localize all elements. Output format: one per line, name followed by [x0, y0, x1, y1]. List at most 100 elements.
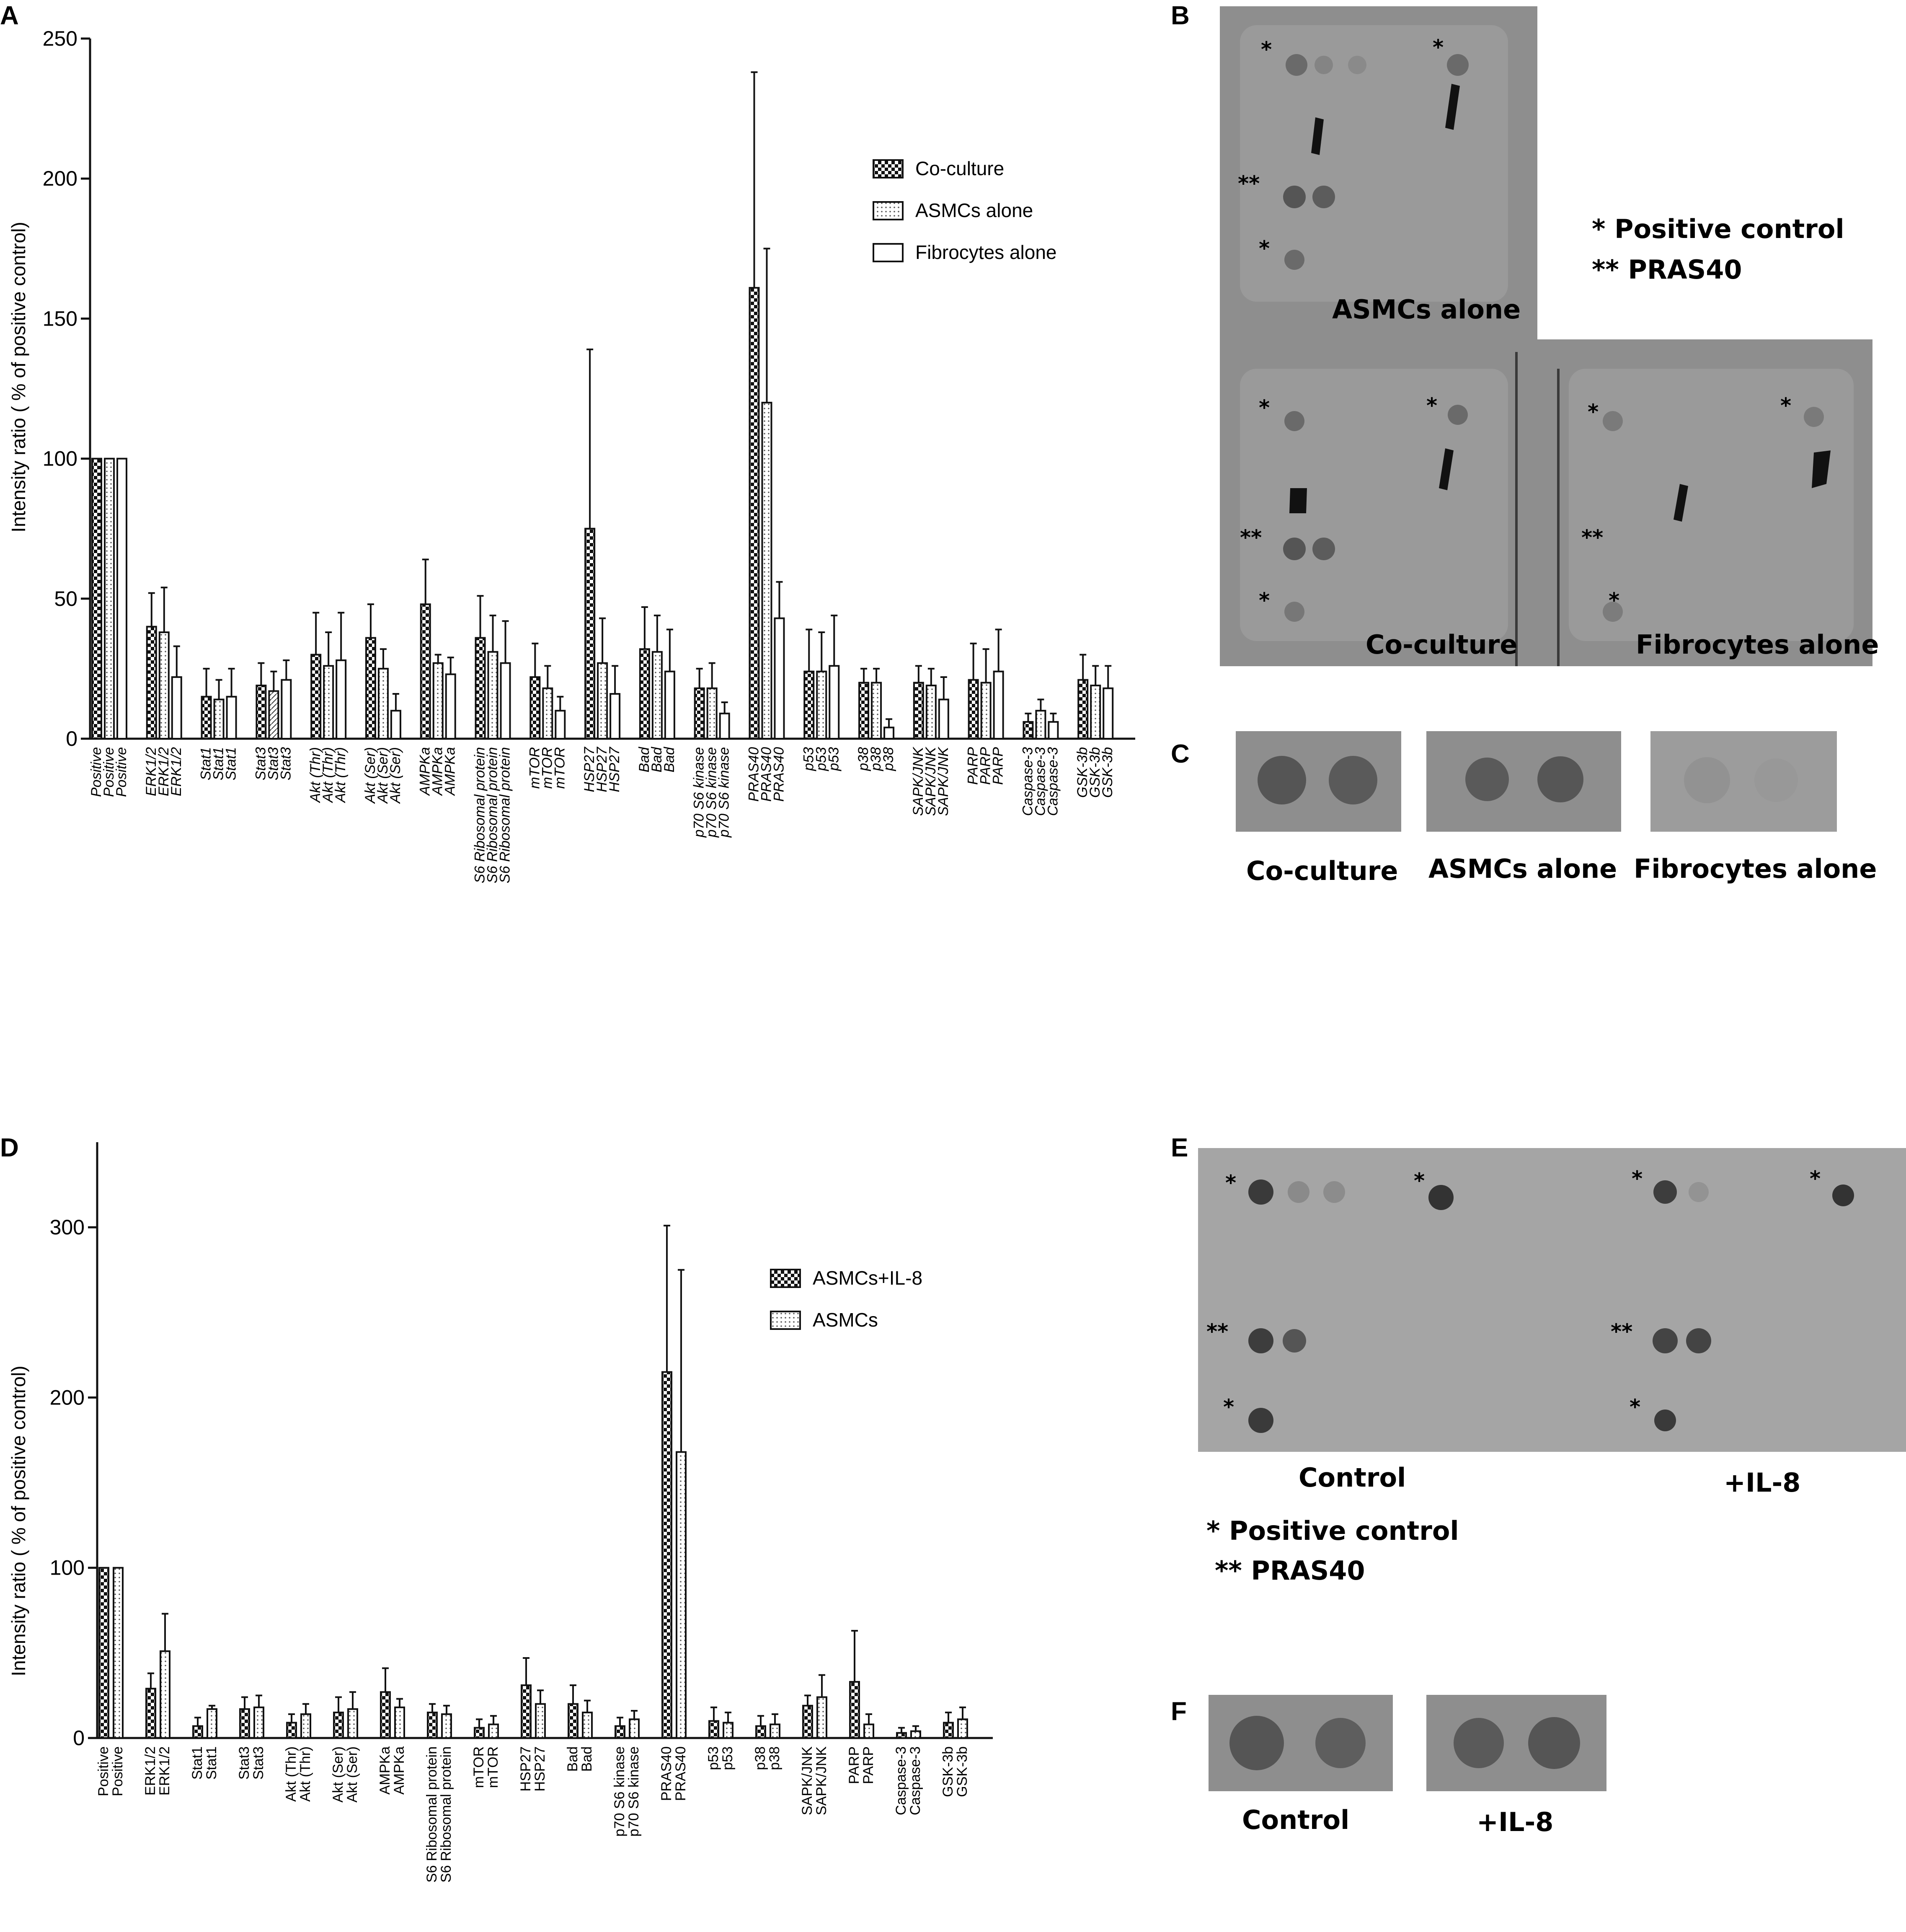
blot-spot [1537, 756, 1583, 802]
blot-b-well-fibrocytes [1569, 369, 1854, 641]
x-tick-label: HSP27 [518, 1746, 534, 1792]
x-tick-label: Akt (Ser) [375, 747, 391, 804]
blot-spot [1258, 756, 1306, 804]
bar-fibrocytes-alone [445, 673, 456, 740]
x-tick-label: Positive [110, 1746, 126, 1796]
bar-asmcs-alone [1035, 710, 1046, 740]
chart-a: Intensity ratio ( % of positive control)… [8, 27, 1135, 883]
bar-asmcs-il-8 [661, 1371, 672, 1739]
x-tick-label: S6 Ribosomal protein [472, 747, 488, 883]
bar-fibrocytes-alone [883, 727, 895, 740]
bar-co-culture [310, 654, 322, 740]
blot-b-star: * [1261, 37, 1272, 62]
y-tick-label: 300 [50, 1216, 85, 1239]
blot-e-star: * [1810, 1166, 1821, 1191]
blot-b-star: * [1780, 393, 1791, 418]
bar-asmcs-il-8 [333, 1712, 344, 1739]
x-tick-label: Stat1 [198, 747, 214, 780]
blot-b-star2: ** [1581, 525, 1603, 550]
blot-c-label-fibrocytes-alone: Fibrocytes alone [1634, 853, 1877, 884]
blot-b-well-coculture [1240, 369, 1508, 641]
blot-spot [1315, 1718, 1366, 1768]
x-tick-label: PARP [846, 1746, 862, 1784]
bar-asmcs-il-8 [380, 1691, 391, 1739]
x-tick-label: SAPK/JNK [799, 1746, 815, 1816]
blot-mark [1439, 448, 1454, 490]
x-tick-label: AMPKa [430, 747, 446, 796]
x-tick-label: PRAS40 [758, 747, 774, 802]
blot-spot [1348, 56, 1366, 74]
x-tick-label: PARP [860, 1746, 876, 1784]
bar-fibrocytes-alone [500, 662, 511, 740]
x-tick-label: Positive [96, 1746, 111, 1796]
x-tick-label: Stat3 [236, 1746, 252, 1779]
y-tick-label: 50 [54, 587, 77, 610]
bar-asmcs [957, 1718, 968, 1739]
bar-asmcs-alone [213, 698, 225, 740]
blot-spot-pras40 [1312, 538, 1335, 560]
bar-co-culture [639, 648, 650, 740]
x-tick-label: AMPKa [417, 747, 433, 796]
x-tick-label: Akt (Thr) [333, 747, 349, 803]
legend-label-asmcs: ASMCs [813, 1309, 878, 1331]
blot-e-star: * [1223, 1395, 1234, 1419]
bar-asmcs-il-8 [239, 1708, 250, 1739]
x-tick-label: S6 Ribosomal protein [424, 1746, 440, 1883]
blot-b-star: * [1426, 393, 1437, 418]
x-tick-label: p53 [813, 747, 829, 771]
x-tick-label: mTOR [471, 1746, 487, 1788]
x-tick-label: AMPKa [377, 1746, 393, 1795]
blot-spot [1315, 56, 1333, 74]
bar-asmcs-alone [377, 667, 389, 740]
x-tick-label: PRAS40 [673, 1746, 689, 1801]
bar-asmcs-il-8 [192, 1725, 203, 1739]
bar-asmcs [160, 1650, 170, 1739]
panel-letter-d: D [0, 1133, 19, 1162]
x-tick-label: Stat1 [189, 1746, 205, 1779]
bar-asmcs-il-8 [98, 1567, 109, 1739]
bar-asmcs-alone [706, 687, 718, 740]
blot-b-label-asmcs-alone: ASMCs alone [1332, 294, 1521, 325]
x-tick-label: Stat3 [251, 1746, 266, 1779]
blot-e-label-control: Control [1299, 1462, 1406, 1493]
x-tick-label: Stat1 [204, 1746, 220, 1779]
panel-letter-a: A [0, 1, 19, 30]
y-tick-label: 0 [73, 1726, 85, 1750]
blot-spot [1653, 1180, 1677, 1204]
x-tick-label: GSK-3b [954, 1746, 970, 1797]
y-tick-label: 150 [43, 307, 77, 330]
bar-asmcs-il-8 [708, 1720, 719, 1739]
blot-e-star2: ** [1206, 1319, 1228, 1344]
x-tick-label: Positive [114, 747, 129, 797]
bar-fibrocytes-alone [719, 712, 730, 740]
bar-asmcs-il-8 [755, 1725, 766, 1739]
x-tick-label: PRAS40 [746, 747, 762, 802]
bar-co-culture [146, 626, 157, 740]
x-tick-label: Caspase-3 [907, 1746, 923, 1815]
blot-b-legend-pras40: ** PRAS40 [1592, 254, 1742, 285]
x-tick-label: Stat3 [278, 747, 294, 780]
panel-letter-b: B [1171, 1, 1190, 30]
bar-asmcs [300, 1713, 311, 1739]
bar-asmcs-il-8 [568, 1703, 579, 1739]
bar-fibrocytes-alone [829, 665, 840, 740]
panel-letter-f: F [1171, 1697, 1187, 1726]
bar-asmcs-il-8 [802, 1704, 813, 1739]
blot-spot [1689, 1182, 1709, 1202]
bar-asmcs-alone [761, 401, 772, 740]
x-tick-label: Caspase-3 [1045, 747, 1061, 816]
x-tick-label: Bad [661, 747, 677, 773]
blot-spot-pras40 [1312, 186, 1335, 208]
bar-fibrocytes-alone [938, 698, 949, 740]
bar-asmcs-alone [980, 682, 992, 740]
x-tick-label: SAPK/JNK [935, 747, 951, 816]
blot-spot [1754, 758, 1798, 802]
blot-spot [1447, 54, 1469, 76]
bar-fibrocytes-alone [171, 676, 182, 740]
x-tick-label: Stat3 [265, 747, 281, 780]
x-tick-label: ERK1/2 [142, 1746, 158, 1795]
blot-b-image: * * ** * * * ** * * * ** * ASMCs alone C… [1220, 6, 1879, 666]
bar-asmcs [863, 1723, 874, 1739]
bar-asmcs-il-8 [145, 1688, 156, 1739]
blot-e-star2: ** [1611, 1319, 1632, 1344]
